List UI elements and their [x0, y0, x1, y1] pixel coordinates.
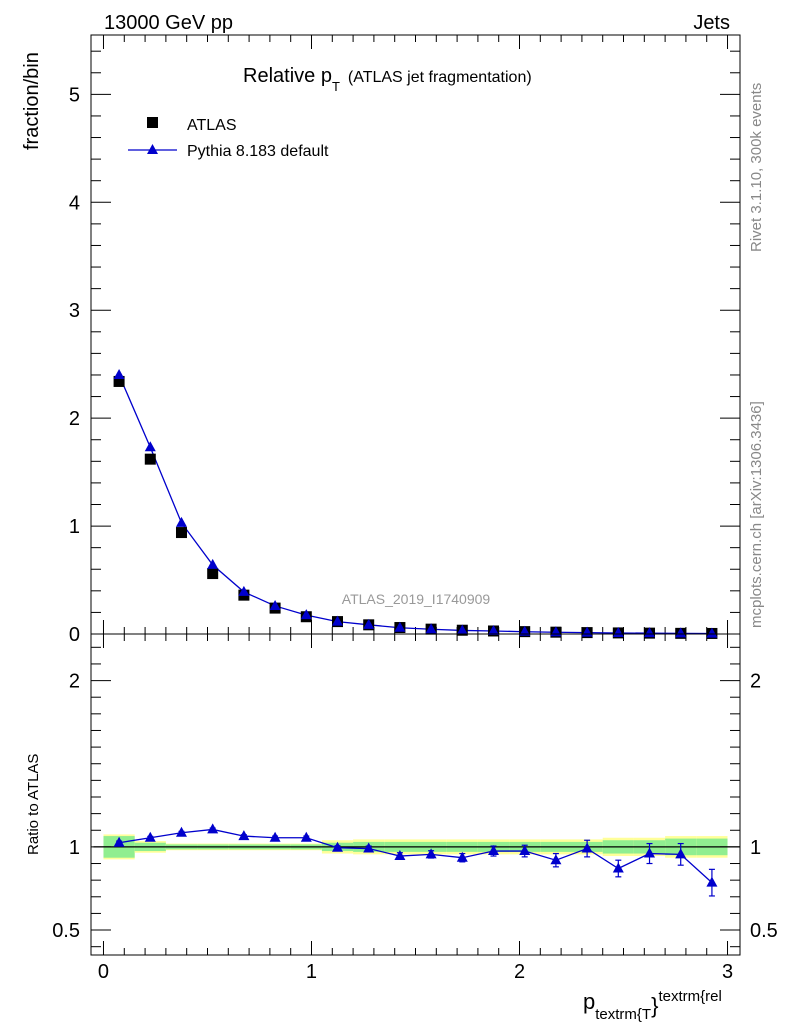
ratio-plot-frame — [90, 633, 741, 956]
x-axis-label-main: p — [583, 989, 595, 1014]
x-tick-label: 2 — [514, 961, 525, 983]
pythia-data-point — [488, 624, 500, 635]
main-y-tick-label: 5 — [69, 84, 80, 106]
main-y-tick-label: 1 — [69, 516, 80, 538]
pythia-data-point — [706, 627, 718, 638]
atlas-data-point — [175, 527, 187, 539]
pythia-data-point — [269, 599, 281, 610]
analysis-watermark: ATLAS_2019_I1740909 — [342, 591, 491, 607]
plot-title: Relative pT (ATLAS jet fragmentation) — [243, 65, 532, 94]
atlas-data-point — [144, 453, 156, 465]
ratio-data-point — [175, 826, 187, 837]
ratio-data-point — [207, 823, 219, 834]
pythia-data-point — [207, 558, 219, 569]
x-tick-label: 1 — [306, 961, 317, 983]
pythia-data-point — [612, 627, 624, 638]
ratio-data-point — [144, 831, 156, 842]
ratio-data-point — [363, 842, 375, 853]
x-axis-label-brace: } — [651, 993, 658, 1018]
main-ylabel: fraction/bin — [21, 52, 43, 150]
ratio-data-point — [425, 848, 437, 859]
main-y-tick-label: 2 — [69, 408, 80, 430]
pythia-data-point — [394, 621, 406, 632]
ratio-pythia-line — [118, 828, 713, 884]
pythia-data-point — [519, 625, 531, 636]
ratio-data-point — [675, 848, 687, 859]
plot-title-subscript: T — [332, 79, 340, 94]
energy-label: 13000 GeV pp — [104, 12, 233, 34]
pythia-data-point — [144, 441, 156, 452]
plot-title-main: Relative p — [243, 65, 332, 87]
x-tick-label: 3 — [722, 961, 733, 983]
mcplots-text: mcplots.cern.ch [arXiv:1306.3436] — [748, 401, 765, 628]
main-y-tick-label: 3 — [69, 300, 80, 322]
legend-pythia-label: Pythia 8.183 default — [187, 143, 329, 160]
pythia-data-point — [644, 627, 656, 638]
pythia-data-point — [238, 585, 250, 596]
pythia-data-point — [363, 618, 375, 629]
category-label: Jets — [693, 12, 730, 34]
ratio-data-point — [394, 850, 406, 861]
pythia-data-point — [331, 615, 343, 626]
ratio-ylabel: Ratio to ATLAS — [25, 754, 42, 855]
ratio-data-point — [519, 845, 531, 856]
ratio-y-tick-label-left: 1 — [69, 837, 80, 859]
x-tick-label: 0 — [98, 961, 109, 983]
ratio-data-point — [456, 851, 468, 862]
x-axis-label-subscript: textrm{T — [595, 1006, 651, 1023]
atlas-data-point — [207, 568, 219, 580]
pythia-data-point — [425, 623, 437, 634]
main-y-tick-label: 0 — [69, 624, 80, 646]
ratio-data-point — [644, 847, 656, 858]
atlas-data-point — [113, 375, 125, 387]
ratio-y-tick-label-right: 0.5 — [750, 920, 778, 942]
ratio-data-point — [550, 854, 562, 865]
ratio-y-tick-label-left: 2 — [69, 671, 80, 693]
ratio-data-point — [612, 862, 624, 873]
ratio-y-tick-label-right: 1 — [750, 837, 761, 859]
pythia-data-point — [456, 624, 468, 635]
ratio-data-point — [113, 836, 125, 847]
pythia-data-point — [300, 609, 312, 620]
ratio-data-point — [238, 830, 250, 841]
ratio-data-point — [300, 831, 312, 842]
main-y-tick-label: 4 — [69, 192, 80, 214]
legend-atlas-label: ATLAS — [187, 117, 237, 134]
pythia-data-point — [675, 627, 687, 638]
ratio-data-point — [488, 845, 500, 856]
pythia-data-point — [175, 516, 187, 527]
pythia-data-point — [113, 368, 125, 379]
legend-pythia-marker — [147, 144, 158, 154]
ratio-data-point — [581, 842, 593, 853]
plot-title-suffix: (ATLAS jet fragmentation) — [348, 69, 532, 86]
x-axis-label-superscript: textrm{rel — [658, 988, 721, 1005]
legend-atlas-marker — [147, 117, 158, 128]
ratio-data-point — [706, 876, 718, 887]
rivet-version-text: Rivet 3.1.10, 300k events — [748, 83, 765, 252]
ratio-data-point — [331, 841, 343, 852]
ratio-y-tick-label-right: 2 — [750, 671, 761, 693]
ratio-data-point — [269, 831, 281, 842]
ratio-y-tick-label-left: 0.5 — [52, 920, 80, 942]
x-axis-label: ptextrm{T}textrm{rel — [583, 988, 722, 1023]
